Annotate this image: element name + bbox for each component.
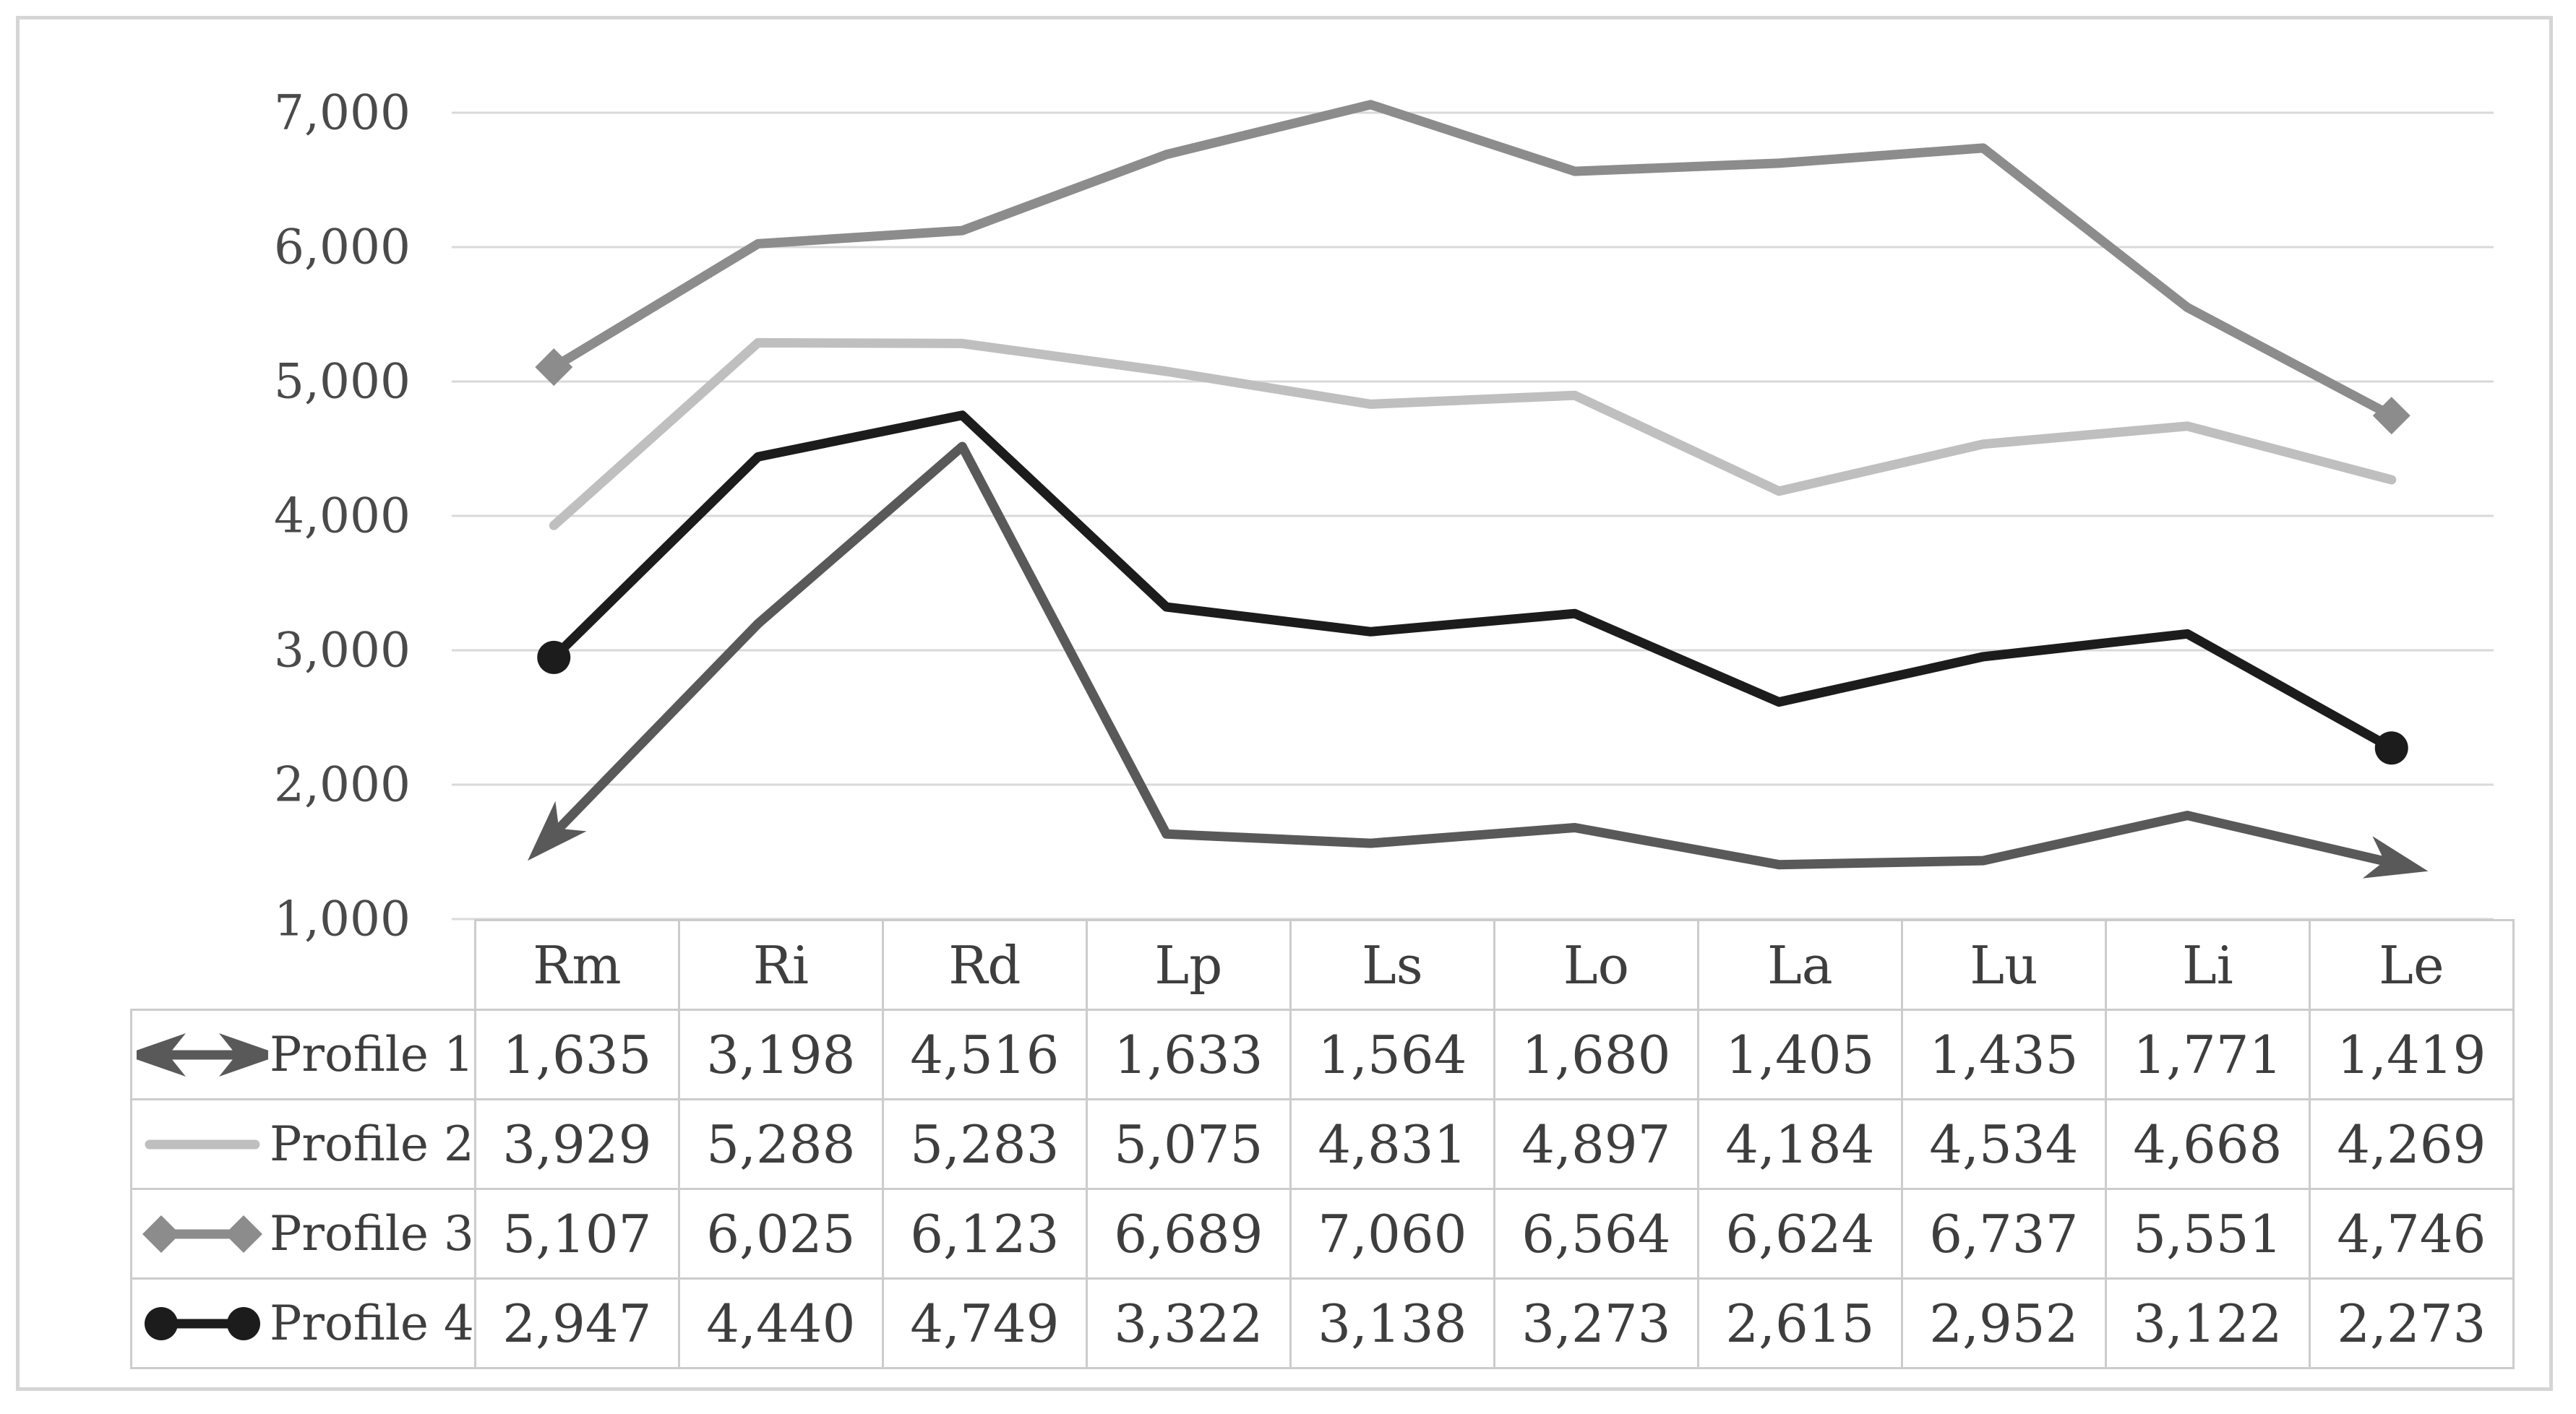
table-cell: 3,138 [1289,1277,1495,1369]
table-header-cell: Li [2104,919,2311,1011]
circle-marker-icon [537,640,571,674]
circle-marker-icon [145,1306,178,1340]
diamond-marker-icon [225,1215,262,1253]
y-axis-tick-label: 5,000 [274,354,411,410]
table-cell: 3,122 [2104,1277,2311,1369]
table-cell: 4,534 [1900,1098,2107,1190]
table-cell: 5,075 [1085,1098,1292,1190]
legend-label: Profile 2 [270,1116,474,1172]
table-cell: 5,283 [881,1098,1088,1190]
table-cell: 6,123 [881,1188,1088,1280]
table-cell: 1,680 [1493,1009,1699,1100]
table-cell: 4,516 [881,1009,1088,1100]
table-cell: 3,929 [473,1098,680,1190]
table-header-cell: La [1696,919,1903,1011]
y-axis-tick-label: 6,000 [274,220,411,275]
table-header-cell: Lu [1900,919,2107,1011]
legend-key-circle-line-icon [145,1306,260,1340]
table-cell: 4,668 [2104,1098,2311,1190]
legend-label: Profile 3 [270,1206,474,1262]
table-cell: 1,435 [1900,1009,2107,1100]
legend-item-profile-2: Profile 2 [130,1098,476,1190]
table-cell: 6,564 [1493,1188,1699,1280]
series-line-profile-4 [549,410,2397,753]
table-row: Profile 1 1,635 3,198 4,516 1,633 1,564 1,680 1… [130,1009,2515,1100]
table-cell: 3,198 [677,1009,884,1100]
table-header-cell: Le [2308,919,2515,1011]
series-line-profile-2 [549,337,2397,530]
table-cell: 1,419 [2308,1009,2515,1100]
table-cell: 6,689 [1085,1188,1292,1280]
table-corner-cell [132,921,476,1010]
data-table: Rm Ri Rd Lp Ls Lo La Lu Li Le Profile 1 1,635 3,198 4… [130,919,2515,1369]
table-cell: 1,633 [1085,1009,1292,1100]
table-header-cell: Lo [1493,919,1699,1011]
table-cell: 2,947 [473,1277,680,1369]
legend-key-diamond-line-icon [142,1215,262,1253]
table-cell: 1,405 [1696,1009,1903,1100]
diamond-marker-icon [535,348,573,387]
table-cell: 5,551 [2104,1188,2311,1280]
table-row: Profile 3 5,107 6,025 6,123 6,689 7,060 6,564 6… [130,1188,2515,1280]
series-line-profile-3 [549,100,2397,421]
table-cell: 1,635 [473,1009,680,1100]
table-cell: 6,737 [1900,1188,2107,1280]
arrowhead-marker-icon [528,801,587,861]
y-axis-tick-label: 4,000 [274,488,411,544]
table-cell: 4,749 [881,1277,1088,1369]
table-cell: 5,288 [677,1098,884,1190]
table-cell: 3,273 [1493,1277,1699,1369]
table-cell: 4,269 [2308,1098,2515,1190]
legend-item-profile-4: Profile 4 [130,1277,476,1369]
table-cell: 6,025 [677,1188,884,1280]
table-cell: 4,746 [2308,1188,2515,1280]
table-header-cell: Lp [1085,919,1292,1011]
circle-marker-icon [2374,731,2408,765]
y-axis-tick-label: 7,000 [274,85,411,141]
table-cell: 5,107 [473,1188,680,1280]
table-cell: 3,322 [1085,1277,1292,1369]
diamond-marker-icon [142,1215,180,1253]
arrowhead-marker-icon [2362,836,2429,879]
legend-label: Profile 1 [270,1027,474,1082]
table-header-cell: Rm [473,919,680,1011]
table-cell: 6,624 [1696,1188,1903,1280]
table-header-cell: Ls [1289,919,1495,1011]
table-row: Profile 4 2,947 4,440 4,749 3,322 3,138 3,273 2… [130,1277,2515,1369]
table-cell: 1,771 [2104,1009,2311,1100]
table-cell: 2,615 [1696,1277,1903,1369]
table-cell: 1,564 [1289,1009,1495,1100]
legend-key-plain-line-icon [145,1139,260,1149]
table-cell: 4,440 [677,1277,884,1369]
table-cell: 2,273 [2308,1277,2515,1369]
series-line-profile-1 [549,441,2397,870]
circle-marker-icon [227,1306,260,1340]
legend-item-profile-1: Profile 1 [130,1009,476,1100]
legend-item-profile-3: Profile 3 [130,1188,476,1280]
legend-key-arrow-line-icon [137,1033,268,1077]
table-row: Profile 2 3,929 5,288 5,283 5,075 4,831 4,897 4… [130,1098,2515,1190]
y-axis-tick-label: 1,000 [274,892,411,947]
table-header-cell: Ri [677,919,884,1011]
table-cell: 4,897 [1493,1098,1699,1190]
table-cell: 7,060 [1289,1188,1495,1280]
table-cell: 2,952 [1900,1277,2107,1369]
table-cell: 4,831 [1289,1098,1495,1190]
arrowhead-marker-icon [137,1033,186,1077]
diamond-marker-icon [2372,397,2410,435]
y-axis-tick-label: 3,000 [274,623,411,678]
table-header-row: Rm Ri Rd Lp Ls Lo La Lu Li Le [132,919,2515,1011]
y-axis-tick-label: 2,000 [274,757,411,813]
arrowhead-marker-icon [219,1033,268,1077]
legend-label: Profile 4 [270,1296,474,1351]
table-header-cell: Rd [881,919,1088,1011]
table-cell: 4,184 [1696,1098,1903,1190]
